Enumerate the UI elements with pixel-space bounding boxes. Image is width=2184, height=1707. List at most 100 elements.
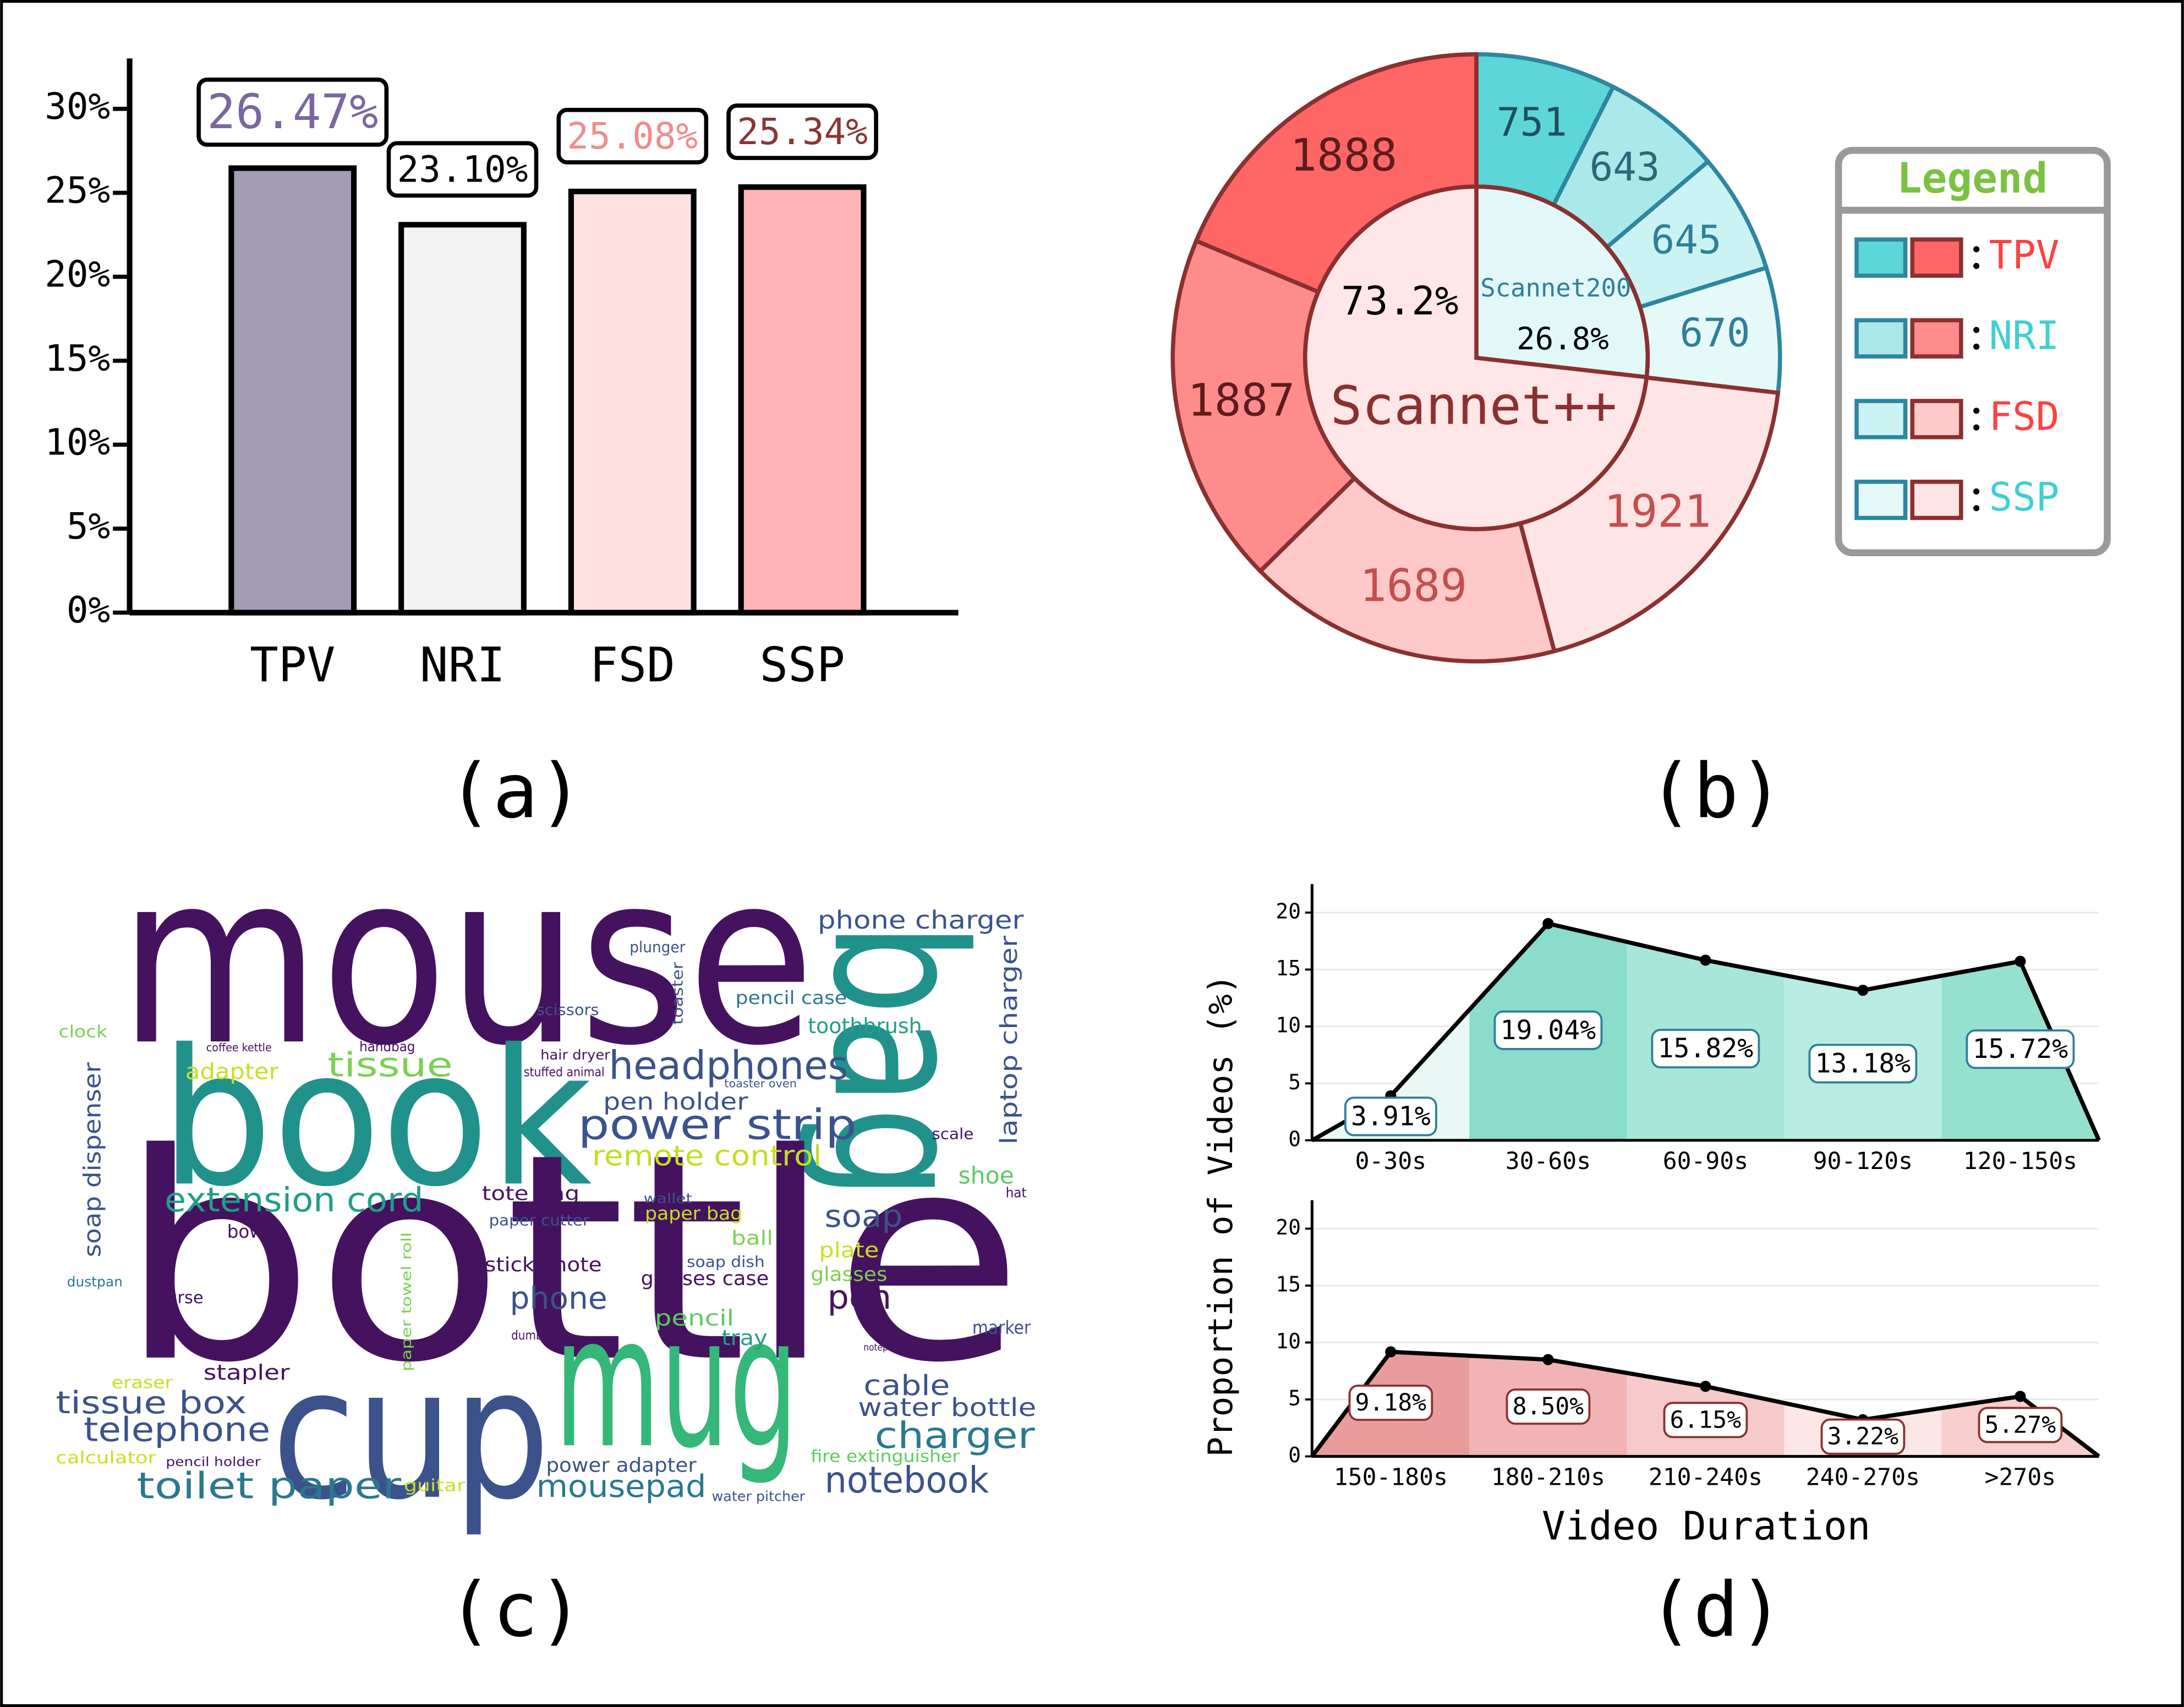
value-label: 9.18% xyxy=(1355,1389,1427,1417)
word: book xyxy=(160,1009,592,1228)
bar xyxy=(228,165,357,616)
label-box xyxy=(1820,1418,1906,1455)
word: scale xyxy=(932,1124,973,1143)
segment-label: 670 xyxy=(1680,310,1750,356)
word: toaster xyxy=(668,962,686,1025)
word: paper cutter xyxy=(489,1211,590,1229)
point xyxy=(1857,984,1869,996)
word: cable xyxy=(863,1369,950,1402)
point xyxy=(1542,918,1554,929)
value-label: 5.27% xyxy=(1985,1411,2056,1439)
word: telephone xyxy=(84,1411,270,1450)
word: mug xyxy=(555,1277,798,1488)
label-box xyxy=(1978,1407,2063,1443)
word: pen xyxy=(828,1278,891,1317)
word: pen holder xyxy=(603,1088,748,1116)
word: toaster oven xyxy=(724,1077,797,1090)
inner-value: 73.2% xyxy=(1341,278,1458,323)
word: phone charger xyxy=(818,905,1024,935)
word: pencil holder xyxy=(166,1455,261,1469)
word: laptop charger xyxy=(995,935,1023,1144)
word: power adapter xyxy=(546,1454,697,1477)
legend-swatch xyxy=(1854,399,1908,440)
word: soap dispenser xyxy=(79,1062,106,1258)
word: glasses case xyxy=(641,1267,769,1290)
legend-colon xyxy=(1973,424,1980,431)
x-tick-label: TPV xyxy=(250,638,335,693)
word: tissue box xyxy=(56,1385,247,1421)
x-tick-label: 90-120s xyxy=(1813,1148,1913,1175)
x-tick-label: 120-150s xyxy=(1963,1148,2077,1175)
word: extension cord xyxy=(165,1181,424,1220)
caption: (a) xyxy=(447,748,583,835)
y-tick-label: 10 xyxy=(1276,1013,1301,1037)
word: tissue xyxy=(327,1046,453,1084)
legend-label: FSD xyxy=(1989,393,2059,439)
bar xyxy=(398,222,527,616)
word: dustpan xyxy=(67,1274,123,1290)
value-label: 19.04% xyxy=(1501,1015,1596,1046)
word: cup xyxy=(272,1329,550,1540)
word: mousepad xyxy=(537,1469,707,1505)
y-tick-label: 20 xyxy=(1276,899,1301,923)
word: guitar xyxy=(404,1477,466,1496)
point xyxy=(2015,1391,2026,1402)
point xyxy=(1700,1381,1711,1392)
x-tick-label: 30-60s xyxy=(1506,1148,1591,1175)
word: mouse xyxy=(118,822,814,1097)
x-tick-label: SSP xyxy=(759,638,845,693)
bar xyxy=(568,189,697,616)
word: tote bag xyxy=(482,1183,579,1205)
x-tick-label: >270s xyxy=(1985,1463,2056,1491)
x-axis-label: Video Duration xyxy=(1542,1503,1870,1549)
word: sticky note xyxy=(485,1254,602,1276)
value-label: 15.82% xyxy=(1658,1033,1754,1064)
inner-name: Scannet200 xyxy=(1480,273,1631,303)
word: adapter xyxy=(185,1058,279,1085)
y-tick-label: 15% xyxy=(45,337,110,380)
word: bottle xyxy=(118,1093,1023,1425)
word: charger xyxy=(875,1414,1036,1457)
word: wallet xyxy=(644,1190,693,1206)
y-tick-label: 25% xyxy=(45,169,110,212)
caption: (d) xyxy=(1648,1567,1784,1654)
label-box xyxy=(1966,1029,2075,1069)
legend-label: NRI xyxy=(1989,313,2059,359)
y-tick-label: 5 xyxy=(1288,1070,1301,1094)
caption: (b) xyxy=(1648,748,1784,835)
y-tick-label: 15 xyxy=(1276,956,1301,980)
value-label: 23.10% xyxy=(397,148,528,190)
word: marker xyxy=(972,1317,1031,1338)
legend-swatch xyxy=(1910,318,1963,359)
bar xyxy=(738,184,867,616)
label-box xyxy=(726,103,878,160)
x-tick-label: NRI xyxy=(420,638,505,693)
word: clock xyxy=(59,1023,108,1042)
y-tick-label: 0 xyxy=(1288,1443,1301,1467)
legend-label: SSP xyxy=(1989,474,2059,520)
legend-colon xyxy=(1973,408,1980,414)
word: toothbrush xyxy=(808,1014,922,1038)
label-box xyxy=(1808,1044,1918,1084)
segment-label: 645 xyxy=(1651,217,1722,262)
caption: (c) xyxy=(447,1567,583,1654)
word: headphones xyxy=(609,1043,848,1089)
x-tick-label: 240-270s xyxy=(1806,1463,1920,1491)
segment-label: 643 xyxy=(1590,144,1660,190)
word: phone xyxy=(510,1281,607,1316)
legend-swatch xyxy=(1854,479,1908,520)
point xyxy=(1700,954,1711,966)
segment-label: 1887 xyxy=(1187,375,1295,426)
y-tick-label: 5 xyxy=(1288,1386,1301,1410)
label-box xyxy=(1493,1010,1603,1050)
label-box xyxy=(1663,1402,1748,1439)
point xyxy=(1385,1346,1397,1358)
legend-colon xyxy=(1973,262,1980,269)
legend-title: Legend xyxy=(1897,154,2048,202)
word: plunger xyxy=(630,938,686,956)
y-tick-label: 20% xyxy=(45,253,110,295)
point xyxy=(1542,1354,1554,1365)
x-tick-label: 150-180s xyxy=(1334,1463,1448,1491)
value-label: 26.47% xyxy=(207,85,378,140)
word: tray xyxy=(721,1326,768,1350)
